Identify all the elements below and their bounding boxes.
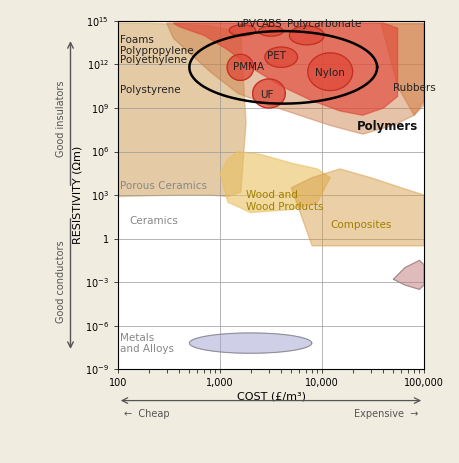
Text: ABS: ABS [263, 19, 283, 29]
Text: PET: PET [267, 50, 286, 61]
Text: Metals
and Alloys: Metals and Alloys [120, 332, 174, 354]
Text: Foams: Foams [120, 35, 154, 45]
Text: Nylon: Nylon [315, 69, 345, 78]
Polygon shape [252, 79, 285, 108]
Text: Expensive  →: Expensive → [353, 409, 418, 419]
Text: Wood and
Wood Products: Wood and Wood Products [246, 190, 324, 212]
Polygon shape [220, 151, 330, 213]
Text: ←  Cheap: ← Cheap [124, 409, 170, 419]
Text: Composites: Composites [330, 220, 392, 231]
Text: Ceramics: Ceramics [129, 216, 179, 226]
Polygon shape [229, 25, 256, 36]
Text: UF: UF [261, 90, 274, 100]
Text: Rubbers: Rubbers [393, 83, 436, 93]
Polygon shape [118, 23, 246, 196]
Polygon shape [381, 24, 424, 115]
Text: Polycarbonate: Polycarbonate [286, 19, 361, 29]
Text: PMMA: PMMA [233, 62, 264, 72]
Text: Polyethylene: Polyethylene [120, 55, 187, 65]
Polygon shape [227, 54, 254, 81]
Polygon shape [259, 26, 283, 36]
Text: Good insulators: Good insulators [56, 80, 66, 156]
Text: Good conductors: Good conductors [56, 241, 66, 324]
Text: Porous Ceramics: Porous Ceramics [120, 181, 207, 191]
Polygon shape [393, 260, 424, 289]
Text: Polymers: Polymers [357, 120, 418, 133]
Text: Polypropylene: Polypropylene [120, 46, 193, 56]
Polygon shape [174, 23, 397, 115]
Text: uPVC: uPVC [236, 19, 264, 29]
Polygon shape [167, 23, 424, 134]
Polygon shape [289, 26, 324, 45]
X-axis label: COST (£/m³): COST (£/m³) [236, 391, 306, 401]
Text: Polystyrene: Polystyrene [120, 86, 180, 95]
Polygon shape [291, 169, 424, 246]
Polygon shape [265, 47, 297, 67]
Polygon shape [308, 53, 353, 91]
Polygon shape [190, 333, 312, 353]
Y-axis label: RESISTIVITY (Ωm): RESISTIVITY (Ωm) [72, 146, 82, 244]
